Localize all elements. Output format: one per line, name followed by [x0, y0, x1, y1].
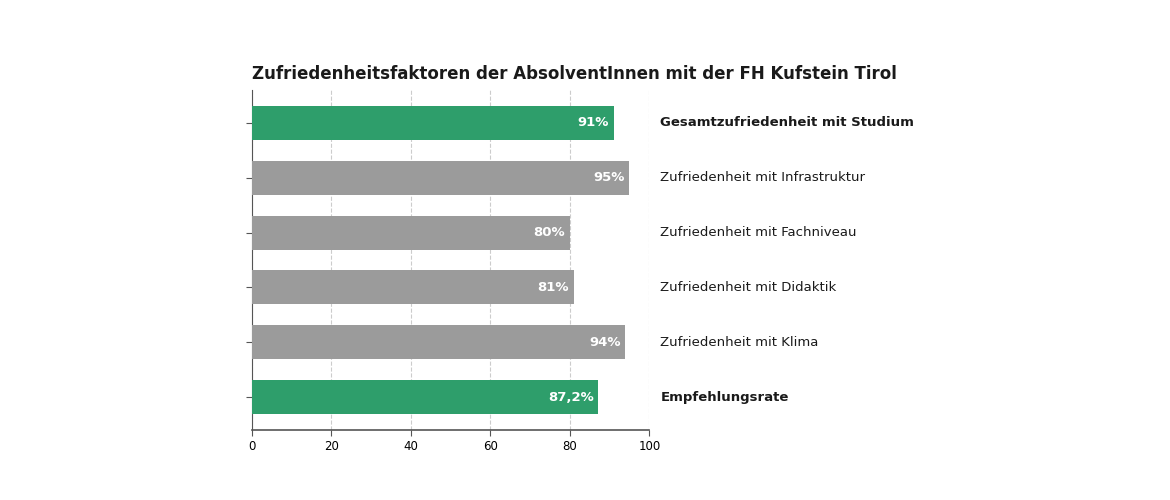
Bar [252, 216, 570, 250]
Text: Zufriedenheit mit Klima: Zufriedenheit mit Klima [660, 336, 819, 349]
Text: 91%: 91% [578, 116, 608, 130]
Bar [252, 106, 613, 140]
Text: Zufriedenheit mit Didaktik: Zufriedenheit mit Didaktik [660, 281, 837, 294]
Text: 87,2%: 87,2% [548, 390, 593, 404]
Bar [252, 270, 573, 304]
Bar [252, 380, 598, 414]
Text: 80%: 80% [534, 226, 565, 239]
Text: Zufriedenheit mit Infrastruktur: Zufriedenheit mit Infrastruktur [660, 171, 866, 184]
Text: Zufriedenheitsfaktoren der AbsolventInnen mit der FH Kufstein Tirol: Zufriedenheitsfaktoren der AbsolventInne… [252, 65, 896, 83]
Text: 95%: 95% [593, 171, 625, 184]
Text: 94%: 94% [590, 336, 621, 349]
Text: Empfehlungsrate: Empfehlungsrate [660, 390, 789, 404]
Bar [252, 160, 629, 194]
Bar [252, 326, 626, 360]
Text: Gesamtzufriedenheit mit Studium: Gesamtzufriedenheit mit Studium [660, 116, 914, 130]
Text: 81%: 81% [537, 281, 569, 294]
Text: Zufriedenheit mit Fachniveau: Zufriedenheit mit Fachniveau [660, 226, 856, 239]
